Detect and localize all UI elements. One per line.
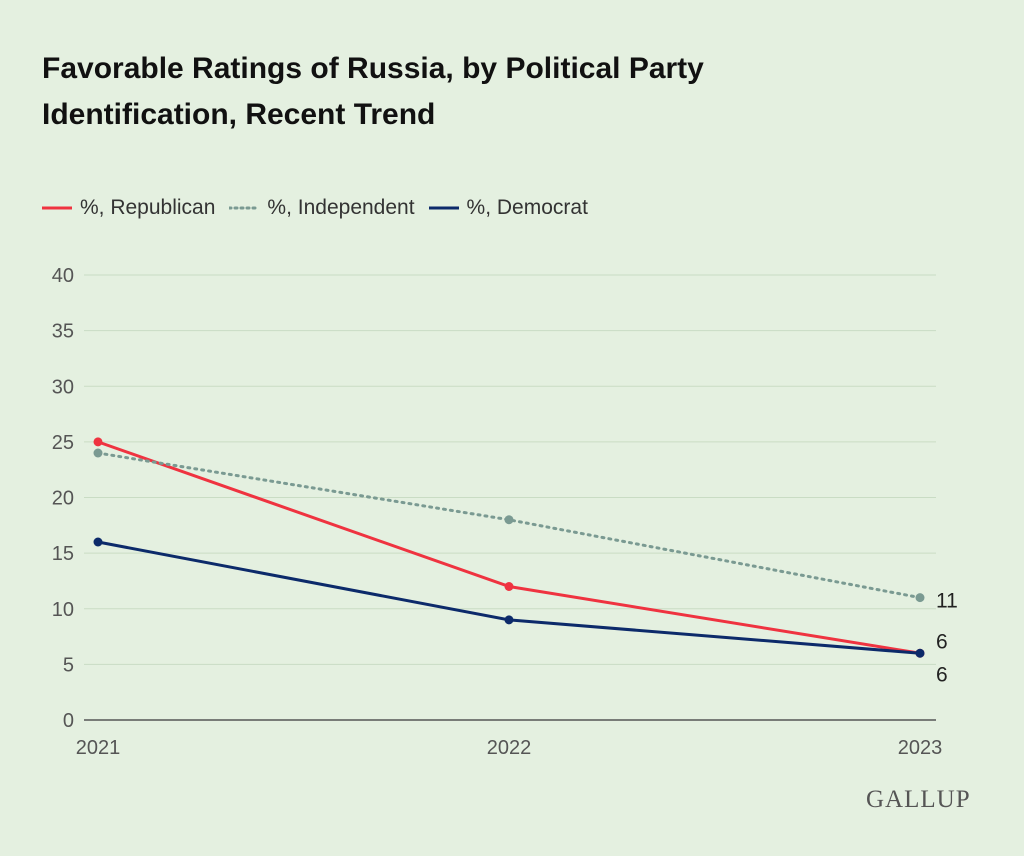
y-tick-label-35: 35: [52, 321, 74, 343]
legend-item-republican: %, Republican: [42, 196, 215, 220]
data-point-0-1: [504, 582, 514, 591]
end-label-0: 6: [936, 630, 948, 653]
y-tick-label-20: 20: [52, 488, 74, 510]
data-point-1-1: [504, 515, 514, 525]
x-tick-label-2022: 2022: [487, 737, 532, 759]
data-point-2-0: [93, 537, 103, 547]
x-tick-label-2023: 2023: [898, 737, 943, 759]
x-tick-label-2021: 2021: [76, 737, 121, 759]
legend-item-independent: %, Independent: [229, 196, 415, 220]
data-point-1-2: [915, 593, 925, 603]
end-label-2: 6: [936, 663, 948, 686]
legend-label-republican: %, Republican: [80, 196, 216, 219]
legend-label-democrat: %, Democrat: [466, 196, 588, 219]
series-line-2: [97, 540, 921, 655]
legend-item-democrat: %, Democrat: [428, 196, 588, 220]
legend-swatch-democrat: [428, 206, 459, 210]
gallup-logo: GALLUP: [866, 786, 971, 813]
legend-swatch-independent: [229, 206, 260, 210]
data-point-0-0: [93, 437, 103, 447]
y-tick-label-25: 25: [52, 432, 74, 454]
chart-title: Favorable Ratings of Russia, by Politica…: [42, 52, 704, 131]
y-tick-label-10: 10: [52, 599, 74, 621]
data-point-2-1: [504, 615, 514, 625]
y-tick-label-5: 5: [63, 654, 74, 676]
y-tick-label-0: 0: [63, 710, 74, 732]
legend: %, Republican %, Independent %, Democrat: [42, 196, 602, 220]
legend-label-independent: %, Independent: [267, 196, 415, 219]
legend-swatch-republican: [42, 206, 72, 210]
y-tick-label-40: 40: [52, 265, 74, 287]
data-point-1-0: [93, 448, 103, 458]
y-tick-label-30: 30: [52, 376, 74, 398]
series-line-1: [96, 451, 922, 600]
y-tick-label-15: 15: [52, 543, 74, 565]
end-label-1: 11: [936, 590, 958, 613]
data-point-2-2: [915, 648, 925, 658]
